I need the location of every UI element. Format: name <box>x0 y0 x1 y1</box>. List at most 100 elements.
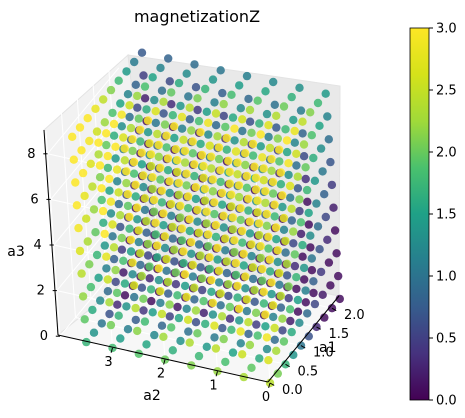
colorbar-tick-label: 0.0 <box>436 394 457 409</box>
scatter-point <box>190 160 199 169</box>
scatter-point <box>97 184 106 193</box>
scatter-point <box>265 143 275 153</box>
scatter-point <box>77 146 86 155</box>
scatter-point <box>114 311 123 320</box>
scatter-point <box>238 126 247 136</box>
scatter-point <box>295 195 304 204</box>
gridline <box>56 204 129 291</box>
scatter-point <box>230 247 239 257</box>
scatter-point <box>190 60 199 69</box>
a1-tick-label: 0.0 <box>282 383 303 398</box>
colorbar-tick-label: 1.0 <box>436 270 457 285</box>
a2-tick-mark <box>163 359 166 365</box>
scatter-point <box>196 251 205 260</box>
scatter-point <box>233 158 242 167</box>
scatter-point <box>196 139 205 149</box>
scatter-point <box>139 294 148 303</box>
scatter-point <box>191 183 200 192</box>
scatter-point <box>168 346 177 355</box>
scatter-point <box>143 251 153 260</box>
scatter-point <box>133 91 142 101</box>
scatter-point <box>168 111 177 120</box>
scatter-point <box>255 354 264 363</box>
scatter-point <box>190 283 199 292</box>
scatter-point <box>208 175 217 184</box>
scatter-point <box>140 94 150 103</box>
scatter-point <box>258 264 267 274</box>
scatter-point <box>116 99 125 108</box>
scatter-point <box>125 224 134 233</box>
scatter-point <box>284 294 293 303</box>
scatter-point <box>142 105 151 114</box>
scatter-point <box>262 344 272 354</box>
scatter-point <box>248 274 258 284</box>
scatter-point <box>231 147 241 156</box>
scatter-point <box>327 180 337 190</box>
scatter-point <box>85 136 94 146</box>
scatter-point <box>231 270 241 280</box>
scatter-point <box>136 125 145 134</box>
scatter-point <box>301 298 310 307</box>
scatter-point <box>142 228 151 237</box>
scatter-point <box>276 180 286 189</box>
scatter-point <box>167 323 176 332</box>
scatter-point <box>213 132 222 141</box>
scatter-point <box>146 150 156 159</box>
scatter-point <box>217 188 227 198</box>
scatter-point <box>179 258 188 268</box>
scatter-point <box>134 237 143 247</box>
scatter-point <box>281 248 290 257</box>
scatter-point <box>185 338 194 347</box>
scatter-point <box>179 247 188 256</box>
scatter-point <box>254 219 264 228</box>
scatter-point <box>191 83 201 92</box>
scatter-point <box>281 125 290 134</box>
scatter-point <box>199 296 208 306</box>
scatter-point <box>285 181 295 191</box>
scatter-point <box>111 154 120 163</box>
scatter-point <box>133 103 142 112</box>
scatter-point <box>194 240 204 249</box>
scatter-point <box>224 291 233 301</box>
scatter-point <box>282 271 292 280</box>
scatter-point <box>199 173 208 182</box>
scatter-point <box>159 97 168 107</box>
scatter-point <box>203 230 213 239</box>
scatter-point <box>298 252 307 261</box>
scatter-point <box>230 124 239 133</box>
scatter-point <box>296 106 306 115</box>
scatter-point <box>108 220 117 229</box>
scatter-point <box>94 273 103 282</box>
scatter-point <box>202 207 211 216</box>
scatter-point <box>162 254 171 264</box>
scatter-point <box>242 306 252 316</box>
scatter-point <box>293 307 303 316</box>
scatter-point <box>122 167 131 176</box>
scatter-point <box>164 289 173 298</box>
scatter-point <box>75 123 85 132</box>
scatter-point <box>193 217 202 226</box>
scatter-point <box>233 170 242 179</box>
scatter-point <box>109 254 119 264</box>
scatter-point <box>180 158 190 167</box>
scatter-point <box>185 103 194 112</box>
scatter-point <box>296 229 306 239</box>
scatter-point <box>302 185 312 195</box>
scatter-point <box>219 334 228 344</box>
scatter-point <box>131 303 140 313</box>
scatter-point <box>165 188 174 198</box>
scatter-point <box>173 302 182 312</box>
scatter-point <box>112 165 122 174</box>
scatter-point <box>298 129 307 138</box>
scatter-point <box>251 173 261 182</box>
scatter-point <box>228 113 238 122</box>
scatter-point <box>306 108 315 117</box>
scatter-point <box>94 138 103 147</box>
scatter-point <box>151 107 160 116</box>
scatter-point <box>137 271 146 281</box>
scatter-point <box>248 151 258 160</box>
scatter-point <box>300 275 309 284</box>
scatter-point <box>173 156 182 165</box>
scatter-point <box>256 242 265 251</box>
scatter-point <box>239 138 248 147</box>
